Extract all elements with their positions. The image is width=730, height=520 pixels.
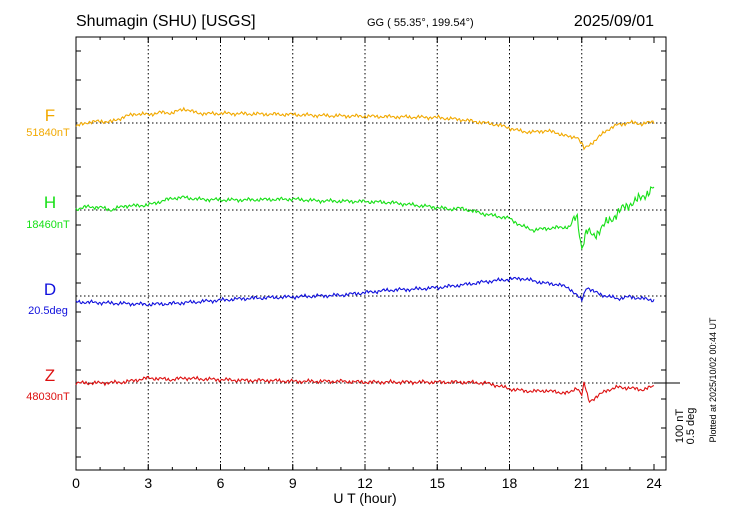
series-baseline-f: 51840nT	[26, 127, 70, 139]
series-name-f: F	[45, 106, 55, 125]
series-line-z	[75, 375, 655, 404]
series-baseline-z: 48030nT	[26, 391, 70, 403]
x-tick-label: 15	[429, 475, 445, 491]
x-tick-label: 21	[574, 475, 590, 491]
x-tick-label: 18	[502, 475, 518, 491]
series-name-z: Z	[45, 366, 55, 385]
series-name-d: D	[44, 280, 56, 299]
x-tick-label: 0	[72, 475, 80, 491]
series-baseline-d: 20.5deg	[28, 305, 68, 317]
plot-frame	[75, 36, 667, 471]
scale-nt-label: 100 nT	[674, 409, 686, 444]
x-tick-label: 24	[646, 475, 662, 491]
x-axis-title: U T (hour)	[333, 490, 396, 506]
series-name-h: H	[44, 193, 56, 212]
x-tick-label: 9	[289, 475, 297, 491]
x-tick-labels: 0 3 6 9 12 15 18 21 24	[72, 475, 662, 491]
series-line-d	[75, 276, 655, 308]
series-group	[75, 106, 655, 404]
x-tick-label: 3	[144, 475, 152, 491]
x-tick-label: 6	[217, 475, 225, 491]
plot-grid	[76, 37, 666, 470]
series-baseline-h: 18460nT	[26, 219, 70, 231]
series-line-f	[75, 106, 655, 151]
station-title: Shumagin (SHU) [USGS]	[76, 13, 256, 30]
series-labels: F 51840nT H 18460nT D 20.5deg Z 48030nT	[26, 106, 70, 403]
axis-ticks	[75, 37, 666, 470]
plotted-timestamp: Plotted at 2025/10/02 00:44 UT	[708, 317, 718, 443]
x-tick-label: 12	[357, 475, 373, 491]
scale-deg-label: 0.5 deg	[685, 408, 697, 445]
date-label: 2025/09/01	[574, 13, 654, 30]
coordinates-label: GG ( 55.35°, 199.54°)	[367, 17, 474, 29]
series-line-h	[75, 186, 655, 251]
